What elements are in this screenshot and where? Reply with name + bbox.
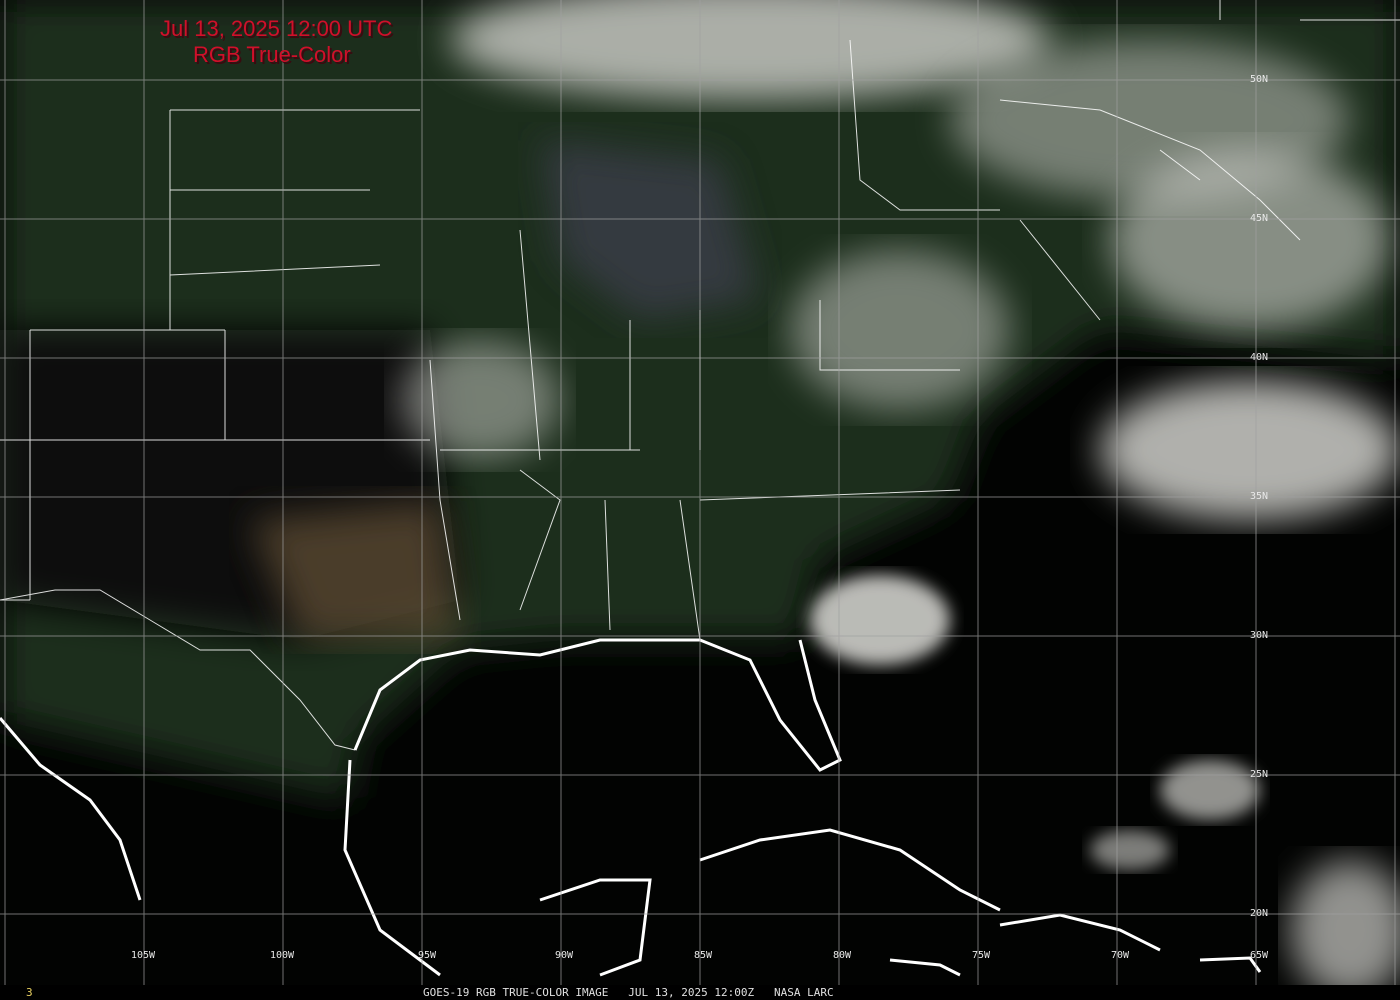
product-title: RGB True-Color xyxy=(193,42,351,67)
lat-label: 25N xyxy=(1250,769,1269,780)
state-borders xyxy=(0,0,1400,751)
footer-caption: GOES-19 RGB TRUE-COLOR IMAGE JUL 13, 202… xyxy=(423,986,834,999)
lat-label: 35N xyxy=(1250,491,1269,502)
timestamp-title: Jul 13, 2025 12:00 UTC xyxy=(160,16,393,41)
lat-label: 20N xyxy=(1250,908,1269,919)
lon-label: 90W xyxy=(555,950,574,961)
lat-label: 40N xyxy=(1250,352,1269,363)
lat-label: 45N xyxy=(1250,213,1269,224)
lon-label: 75W xyxy=(972,950,991,961)
lat-label: 50N xyxy=(1250,74,1269,85)
lat-label: 30N xyxy=(1250,630,1269,641)
lon-label: 95W xyxy=(418,950,437,961)
lon-label: 70W xyxy=(1111,950,1130,961)
frame-number: 3 xyxy=(26,986,33,999)
lon-label: 105W xyxy=(131,950,156,961)
footer-bar: 3 GOES-19 RGB TRUE-COLOR IMAGE JUL 13, 2… xyxy=(0,985,1400,1000)
lon-label: 100W xyxy=(270,950,295,961)
cloud-layer xyxy=(400,0,1400,985)
lon-label: 85W xyxy=(694,950,713,961)
lon-label: 80W xyxy=(833,950,852,961)
lon-label: 65W xyxy=(1250,950,1269,961)
